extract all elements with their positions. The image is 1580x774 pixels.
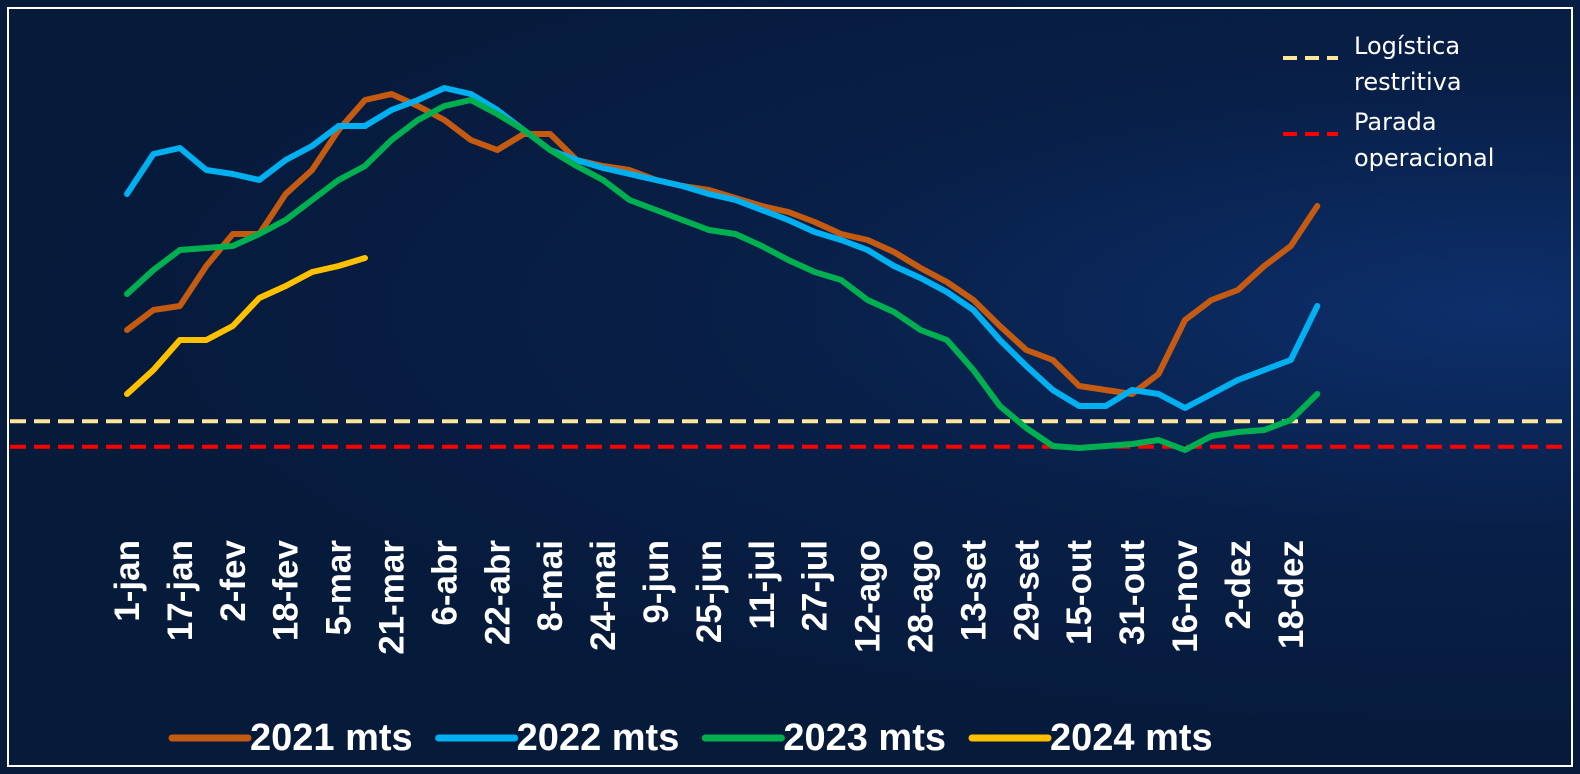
x-tick-label: 17-jan bbox=[161, 540, 200, 641]
x-tick-label: 27-jul bbox=[796, 540, 835, 631]
legend-label: 2021 mts bbox=[250, 717, 413, 759]
legend-label: 2023 mts bbox=[783, 717, 946, 759]
x-tick-label: 2-fev bbox=[214, 539, 253, 621]
x-tick-label: 31-out bbox=[1113, 540, 1152, 645]
x-tick-label: 2-dez bbox=[1219, 540, 1258, 629]
ref-legend-label: Parada operacional bbox=[1354, 108, 1495, 172]
x-tick-label: 5-mar bbox=[320, 540, 359, 636]
x-tick-label: 18-fev bbox=[267, 539, 306, 641]
x-tick-label: 24-mai bbox=[584, 540, 623, 651]
legend-label: 2024 mts bbox=[1050, 717, 1213, 759]
x-tick-label: 28-ago bbox=[902, 540, 941, 653]
series-line bbox=[124, 97, 1321, 453]
series-line bbox=[124, 255, 368, 397]
series-line bbox=[124, 85, 1321, 411]
ref-legend-label: Logística restritiva bbox=[1354, 32, 1462, 96]
x-tick-label: 13-set bbox=[954, 540, 993, 642]
x-tick-label: 6-abr bbox=[425, 540, 464, 626]
x-tick-label: 1-jan bbox=[108, 540, 147, 622]
x-tick-label: 22-abr bbox=[478, 540, 517, 645]
series-line bbox=[124, 91, 1321, 397]
x-tick-label: 8-mai bbox=[531, 540, 570, 631]
x-tick-label: 15-out bbox=[1060, 540, 1099, 645]
legend-label: 2022 mts bbox=[517, 717, 680, 759]
x-tick-label: 9-jun bbox=[637, 540, 676, 624]
x-tick-label: 11-jul bbox=[743, 540, 782, 629]
x-tick-label: 12-ago bbox=[849, 540, 888, 653]
x-tick-label: 16-nov bbox=[1166, 539, 1205, 652]
frame bbox=[7, 7, 1573, 767]
x-tick-label: 29-set bbox=[1007, 540, 1046, 642]
x-tick-label: 21-mar bbox=[373, 540, 412, 655]
x-tick-label: 18-dez bbox=[1272, 540, 1311, 649]
x-tick-label: 25-jun bbox=[690, 540, 729, 643]
